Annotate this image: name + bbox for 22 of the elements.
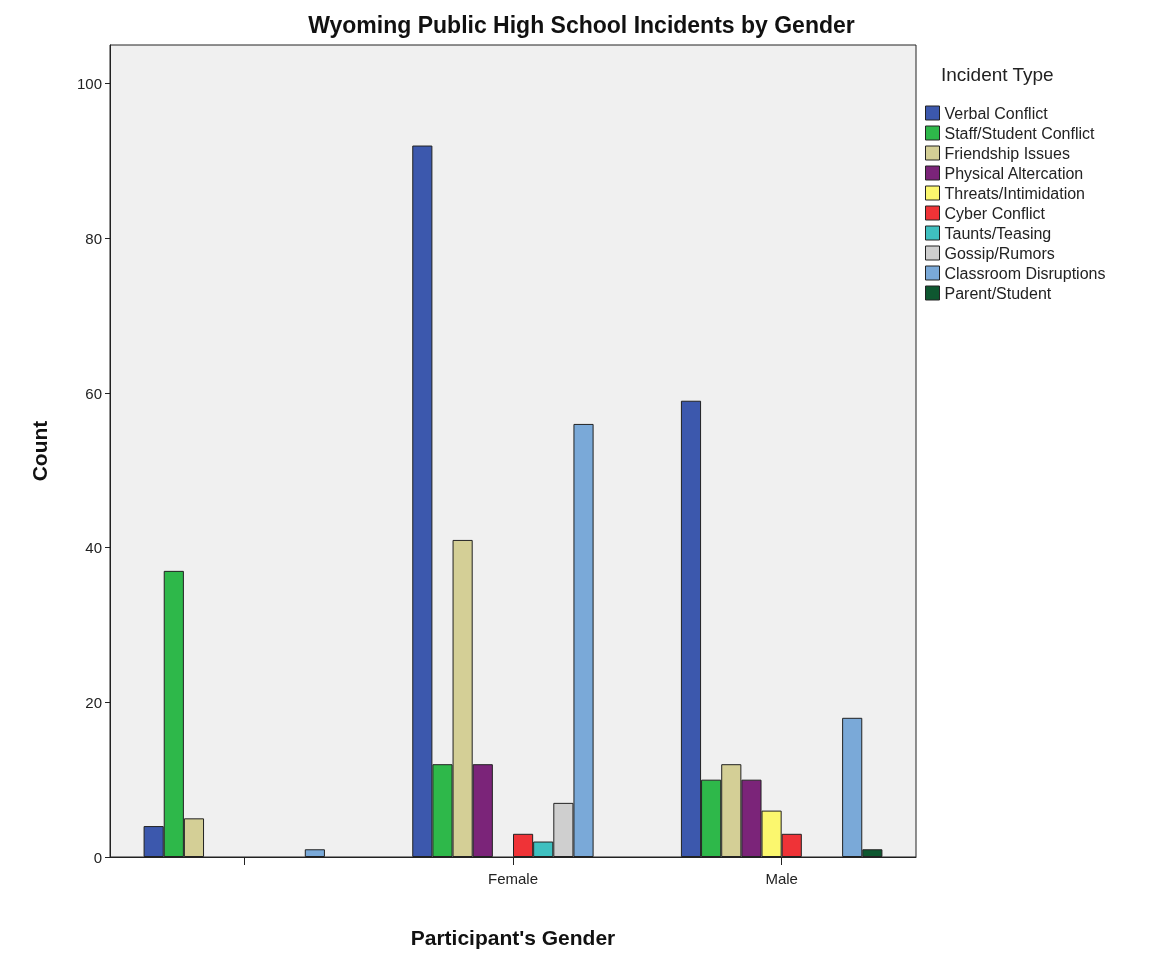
y-axis-title: Count xyxy=(28,420,51,482)
legend-label: Staff/Student Conflict xyxy=(944,124,1096,142)
x-axis-title: Participant's Gender xyxy=(410,926,616,949)
y-tick-label: 60 xyxy=(85,384,102,402)
y-tick-label: 0 xyxy=(93,848,102,866)
legend-title: Incident Type xyxy=(941,64,1054,85)
x-tick-label: Female xyxy=(487,870,539,887)
legend-label: Parent/Student xyxy=(944,284,1052,302)
legend-label: Friendship Issues xyxy=(944,144,1070,162)
y-tick-label: 20 xyxy=(85,693,102,711)
y-tick-label: 100 xyxy=(76,75,102,93)
legend-label: Gossip/Rumors xyxy=(944,244,1055,262)
legend-label: Threats/Intimidation xyxy=(944,184,1086,202)
legend-label: Verbal Conflict xyxy=(944,104,1049,122)
chart-title: Wyoming Public High School Incidents by Gender xyxy=(308,11,855,38)
x-tick-label: Male xyxy=(765,870,798,887)
y-tick-label: 40 xyxy=(85,539,102,557)
legend-label: Classroom Disruptions xyxy=(944,264,1106,282)
legend-label: Cyber Conflict xyxy=(944,204,1046,222)
legend-label: Physical Altercation xyxy=(944,164,1084,182)
legend-label: Taunts/Teasing xyxy=(944,224,1052,242)
y-tick-label: 80 xyxy=(85,229,102,247)
